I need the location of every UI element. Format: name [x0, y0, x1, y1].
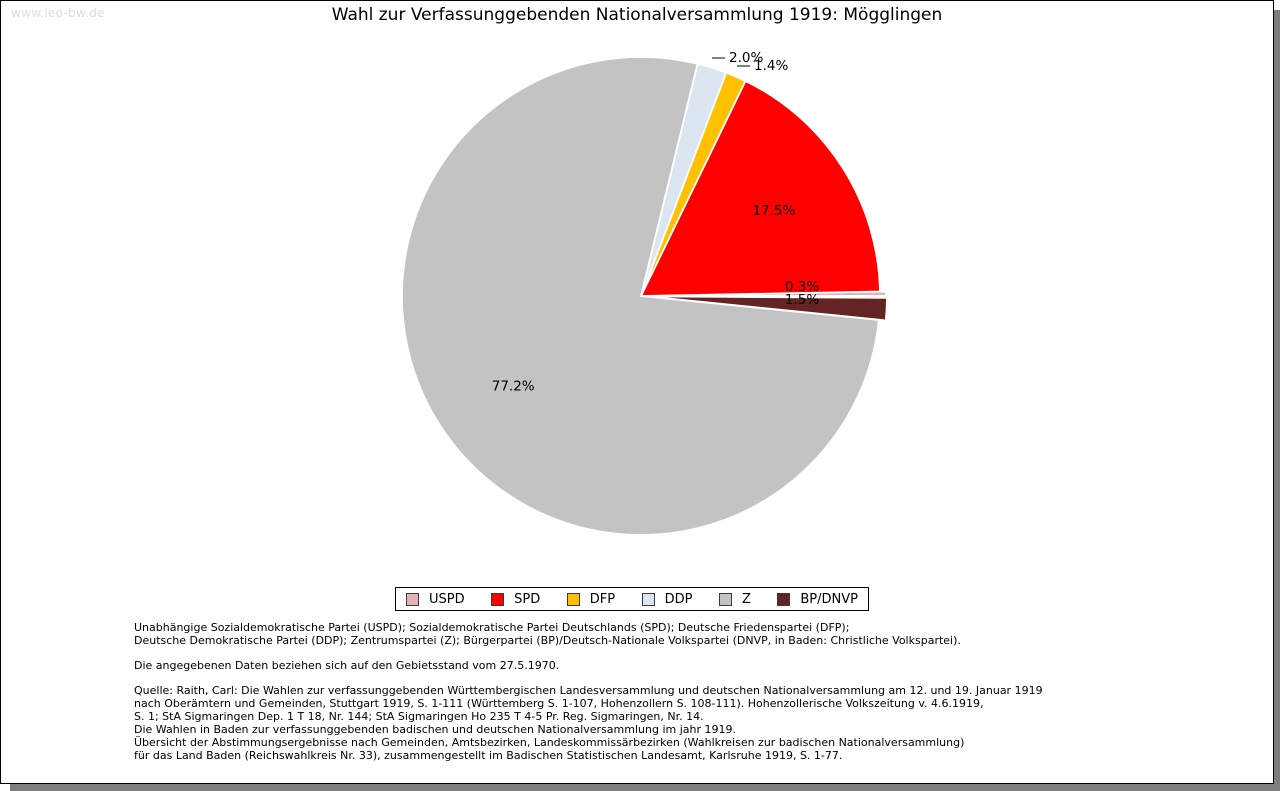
pie-label-uspd: 0.3%: [785, 279, 819, 295]
drop-shadow-right: [1274, 10, 1280, 784]
pie-label-z: 77.2%: [492, 378, 535, 394]
legend-label-ddp: DDP: [664, 591, 693, 607]
source-line: S. 1; StA Sigmaringen Dep. 1 T 18, Nr. 1…: [134, 710, 704, 723]
source-line: Übersicht der Abstimmungsergebnisse nach…: [134, 736, 965, 749]
pie-label-spd: 17.5%: [752, 203, 795, 219]
legend-swatch-dfp: [566, 592, 580, 606]
legend: USPD SPD DFP DDP Z BP/DNVP: [395, 587, 869, 611]
pie-slice-z: [401, 56, 880, 536]
pie-slice-bp-dnvp: [647, 295, 888, 322]
legend-swatch-spd: [491, 592, 505, 606]
pie-label-bp-dnvp: 1.5%: [785, 292, 819, 308]
legend-label-dfp: DFP: [589, 591, 616, 607]
pie-label-dfp: 1.4%: [754, 58, 788, 74]
legend-swatch-z: [718, 592, 732, 606]
pie-label-ddp: 2.0%: [729, 50, 763, 66]
legend-label-uspd: USPD: [429, 591, 465, 607]
legend-label-spd: SPD: [514, 591, 541, 607]
legend-item-ddp: DDP: [641, 591, 693, 607]
legend-label-bp-dnvp: BP/DNVP: [800, 591, 858, 607]
source-line: nach Oberämtern und Gemeinden, Stuttgart…: [134, 697, 984, 710]
legend-label-z: Z: [741, 591, 751, 607]
party-abbreviations-line2: Deutsche Demokratische Partei (DDP); Zen…: [134, 634, 961, 647]
source-line: für das Land Baden (Reichswahlkreis Nr. …: [134, 749, 843, 762]
drop-shadow-bottom: [10, 784, 1280, 791]
legend-item-dfp: DFP: [566, 591, 616, 607]
legend-item-spd: SPD: [491, 591, 541, 607]
footnotes: Unabhängige Sozialdemokratische Partei (…: [134, 621, 1194, 762]
gebietsstand-note: Die angegebenen Daten beziehen sich auf …: [134, 659, 560, 672]
party-abbreviations-line1: Unabhängige Sozialdemokratische Partei (…: [134, 621, 850, 634]
source-line: Die Wahlen in Baden zur verfassunggebend…: [134, 723, 737, 736]
legend-swatch-ddp: [641, 592, 655, 606]
pie-slice-spd: [640, 80, 881, 297]
legend-swatch-bp-dnvp: [777, 592, 791, 606]
chart-title: Wahl zur Verfassunggebenden Nationalvers…: [331, 5, 943, 25]
party-abbreviations: Unabhängige Sozialdemokratische Partei (…: [134, 621, 1194, 647]
legend-swatch-uspd: [406, 592, 419, 606]
source-line: Quelle: Raith, Carl: Die Wahlen zur verf…: [134, 684, 1043, 697]
watermark: www.leo-bw.de: [11, 6, 105, 20]
source-note: Quelle: Raith, Carl: Die Wahlen zur verf…: [134, 684, 1194, 762]
legend-item-bp-dnvp: BP/DNVP: [777, 591, 858, 607]
legend-item-z: Z: [718, 591, 751, 607]
legend-item-uspd: USPD: [406, 591, 465, 607]
